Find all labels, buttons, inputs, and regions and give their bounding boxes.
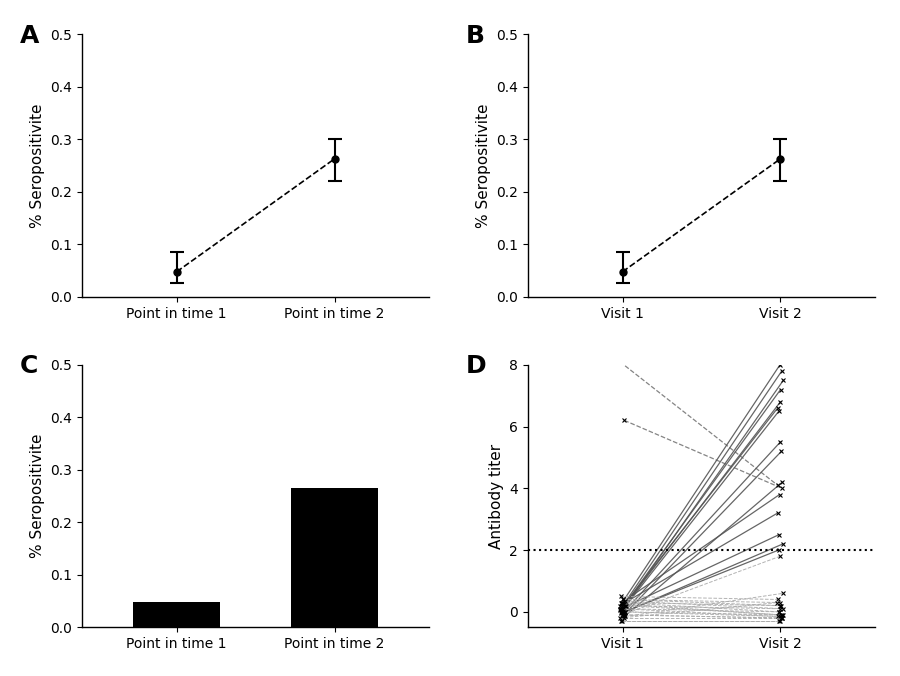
Text: C: C xyxy=(20,354,38,379)
Y-axis label: % Seropositivite: % Seropositivite xyxy=(30,434,45,558)
Bar xyxy=(133,602,220,627)
Text: A: A xyxy=(20,24,39,48)
Y-axis label: % Seropositivite: % Seropositivite xyxy=(475,103,491,228)
Text: B: B xyxy=(465,24,484,48)
Y-axis label: % Seropositivite: % Seropositivite xyxy=(30,103,45,228)
Text: D: D xyxy=(465,354,486,379)
Bar xyxy=(291,488,378,627)
Y-axis label: Antibody titer: Antibody titer xyxy=(489,443,504,549)
